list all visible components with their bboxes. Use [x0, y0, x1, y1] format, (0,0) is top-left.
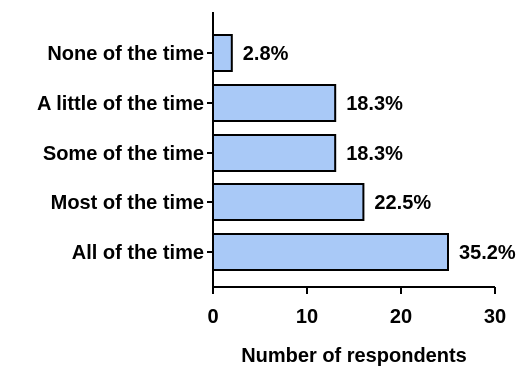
- value-label-3: 22.5%: [374, 192, 431, 214]
- value-label-4: 35.2%: [459, 242, 516, 264]
- x-axis-title: Number of respondents: [241, 345, 467, 367]
- bar-3: [212, 183, 365, 221]
- category-label-2: Some of the time: [43, 143, 204, 165]
- bar-0: [212, 34, 233, 72]
- value-label-0: 2.8%: [243, 43, 289, 65]
- value-label-1: 18.3%: [346, 93, 403, 115]
- category-label-1: A little of the time: [37, 93, 204, 115]
- category-label-4: All of the time: [72, 242, 204, 264]
- x-tick-label-1: 10: [296, 306, 318, 328]
- x-tick-label-2: 20: [390, 306, 412, 328]
- value-label-2: 18.3%: [346, 143, 403, 165]
- bars-group: [207, 34, 449, 271]
- category-label-0: None of the time: [47, 43, 204, 65]
- value-labels: 2.8% 18.3% 18.3% 22.5% 35.2%: [243, 43, 516, 264]
- category-label-3: Most of the time: [51, 192, 204, 214]
- bar-2: [212, 134, 337, 172]
- category-labels: None of the time A little of the time Some…: [37, 43, 204, 264]
- axes-group: [212, 12, 495, 288]
- bar-4: [212, 233, 449, 271]
- x-tick-label-0: 0: [207, 306, 218, 328]
- x-ticks-group: 0 10 20 30: [207, 287, 506, 328]
- bar-1: [212, 84, 337, 122]
- x-tick-label-3: 30: [484, 306, 506, 328]
